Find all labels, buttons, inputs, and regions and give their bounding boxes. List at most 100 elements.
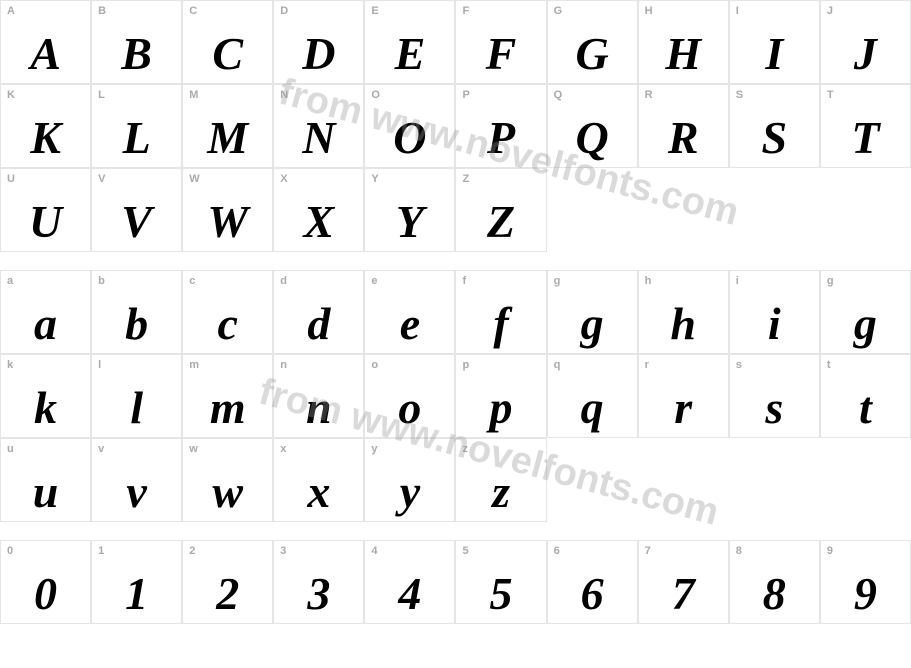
glyph-cell-glyph: M	[183, 115, 272, 161]
glyph-cell: BB	[91, 0, 182, 84]
glyph-cell: 88	[729, 540, 820, 624]
glyph-cell: vv	[91, 438, 182, 522]
glyph-cell-label: 6	[554, 545, 560, 557]
glyph-cell-glyph: K	[1, 115, 90, 161]
glyph-cell-glyph: s	[730, 385, 819, 431]
glyph-cell-glyph: b	[92, 301, 181, 347]
glyph-cell-glyph: q	[548, 385, 637, 431]
glyph-row: 00112233445566778899	[0, 540, 911, 624]
glyph-cell-label: X	[280, 173, 287, 185]
glyph-cell-glyph: h	[639, 301, 728, 347]
glyph-cell-label: I	[736, 5, 739, 17]
glyph-cell: tt	[820, 354, 911, 438]
glyph-cell: NN	[273, 84, 364, 168]
glyph-cell-glyph: z	[456, 469, 545, 515]
glyph-cell-glyph: I	[730, 31, 819, 77]
glyph-cell-label: K	[7, 89, 15, 101]
glyph-cell: QQ	[547, 84, 638, 168]
glyph-cell: VV	[91, 168, 182, 252]
glyph-cell-label: P	[462, 89, 469, 101]
glyph-cell-glyph: g	[821, 301, 910, 347]
glyph-cell: RR	[638, 84, 729, 168]
glyph-cell-glyph: D	[274, 31, 363, 77]
glyph-cell: HH	[638, 0, 729, 84]
glyph-cell-glyph: x	[274, 469, 363, 515]
glyph-row: KKLLMMNNOOPPQQRRSSTT	[0, 84, 911, 168]
glyph-cell: OO	[364, 84, 455, 168]
glyph-cell: AA	[0, 0, 91, 84]
glyph-cell-glyph: u	[1, 469, 90, 515]
glyph-cell-label: x	[280, 443, 286, 455]
glyph-cell: TT	[820, 84, 911, 168]
glyph-cell: EE	[364, 0, 455, 84]
glyph-cell: ll	[91, 354, 182, 438]
glyph-cell-label: r	[645, 359, 649, 371]
glyph-row: aabbccddeeffgghhiigg	[0, 270, 911, 354]
glyph-cell: 55	[455, 540, 546, 624]
glyph-cell: 77	[638, 540, 729, 624]
glyph-cell-glyph: d	[274, 301, 363, 347]
glyph-cell: rr	[638, 354, 729, 438]
glyph-cell-label: e	[371, 275, 377, 287]
glyph-cell: II	[729, 0, 820, 84]
glyph-cell-label: 5	[462, 545, 468, 557]
glyph-cell: WW	[182, 168, 273, 252]
glyph-cell-label: z	[462, 443, 468, 455]
glyph-cell: ii	[729, 270, 820, 354]
glyph-cell-glyph: A	[1, 31, 90, 77]
glyph-cell-label: 1	[98, 545, 104, 557]
glyph-cell: UU	[0, 168, 91, 252]
glyph-cell-glyph: Y	[365, 199, 454, 245]
glyph-cell: 99	[820, 540, 911, 624]
glyph-row: AABBCCDDEEFFGGHHIIJJ	[0, 0, 911, 84]
spacer-row	[0, 252, 911, 270]
glyph-cell-glyph: 3	[274, 571, 363, 617]
glyph-cell-label: d	[280, 275, 287, 287]
glyph-cell: MM	[182, 84, 273, 168]
glyph-cell-label: H	[645, 5, 653, 17]
glyph-cell-glyph: C	[183, 31, 272, 77]
glyph-cell: YY	[364, 168, 455, 252]
glyph-cell-label: S	[736, 89, 743, 101]
glyph-cell-label: p	[462, 359, 469, 371]
glyph-cell-label: 7	[645, 545, 651, 557]
glyph-cell-glyph: 4	[365, 571, 454, 617]
glyph-cell: pp	[455, 354, 546, 438]
glyph-cell-label: L	[98, 89, 105, 101]
glyph-cell: uu	[0, 438, 91, 522]
glyph-cell-glyph: i	[730, 301, 819, 347]
glyph-cell-label: U	[7, 173, 15, 185]
glyph-cell: 22	[182, 540, 273, 624]
glyph-cell: DD	[273, 0, 364, 84]
glyph-cell-label: 3	[280, 545, 286, 557]
glyph-row: kkllmmnnooppqqrrsstt	[0, 354, 911, 438]
glyph-cell: gg	[547, 270, 638, 354]
glyph-cell: cc	[182, 270, 273, 354]
glyph-cell-label: A	[7, 5, 15, 17]
glyph-cell-label: 9	[827, 545, 833, 557]
glyph-cell-label: G	[554, 5, 563, 17]
glyph-cell-label: a	[7, 275, 13, 287]
glyph-cell: aa	[0, 270, 91, 354]
glyph-cell-glyph: n	[274, 385, 363, 431]
glyph-cell: ww	[182, 438, 273, 522]
glyph-cell-label: V	[98, 173, 105, 185]
glyph-cell-glyph: r	[639, 385, 728, 431]
glyph-cell-glyph: P	[456, 115, 545, 161]
glyph-cell-label: J	[827, 5, 833, 17]
glyph-cell-label: g	[827, 275, 834, 287]
glyph-cell-glyph: U	[1, 199, 90, 245]
glyph-cell-label: c	[189, 275, 195, 287]
glyph-cell-glyph: 5	[456, 571, 545, 617]
glyph-cell-glyph: w	[183, 469, 272, 515]
glyph-cell: CC	[182, 0, 273, 84]
glyph-cell-label: C	[189, 5, 197, 17]
glyph-cell-label: T	[827, 89, 834, 101]
glyph-cell-glyph: p	[456, 385, 545, 431]
glyph-cell-glyph: F	[456, 31, 545, 77]
glyph-cell-glyph: g	[548, 301, 637, 347]
glyph-cell: 11	[91, 540, 182, 624]
glyph-cell-label: w	[189, 443, 198, 455]
glyph-cell-label: s	[736, 359, 742, 371]
glyph-cell: ss	[729, 354, 820, 438]
